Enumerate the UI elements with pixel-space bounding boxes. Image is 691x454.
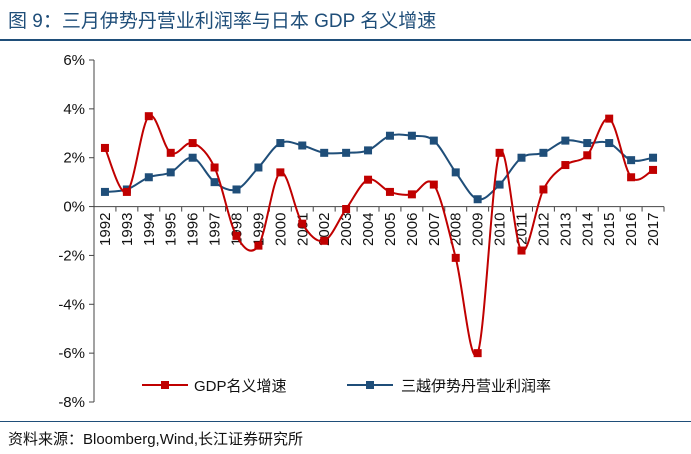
data-point-gdp — [122, 187, 131, 196]
x-tick-label: 2008 — [448, 213, 465, 246]
data-point-margin — [320, 148, 329, 157]
data-point-margin — [188, 153, 197, 162]
legend-label-gdp: GDP名义增速 — [194, 378, 287, 395]
data-point-gdp — [144, 112, 153, 121]
x-tick-label: 1995 — [163, 213, 180, 246]
x-tick-label: 2013 — [557, 213, 574, 246]
data-point-margin — [561, 136, 570, 145]
x-tick-label: 2012 — [535, 213, 552, 246]
x-tick-label: 2005 — [382, 213, 399, 246]
y-tick-label: 4% — [63, 101, 85, 118]
data-point-gdp — [649, 165, 658, 174]
data-point-margin — [627, 156, 636, 165]
chart-axes: 6% 4% 2% 0% -2% -4% -6% -8% 1992 1993 1994 1995 1996… — [58, 52, 665, 411]
data-point-margin — [276, 139, 285, 148]
data-point-margin — [583, 139, 592, 148]
data-point-margin — [100, 187, 109, 196]
x-tick-label: 1997 — [207, 213, 224, 246]
data-point-gdp — [495, 148, 504, 157]
data-point-gdp — [473, 349, 482, 358]
data-point-gdp — [100, 143, 109, 152]
data-point-margin — [517, 153, 526, 162]
data-point-gdp — [364, 175, 373, 184]
data-point-gdp — [583, 151, 592, 160]
data-point-gdp — [210, 163, 219, 172]
data-point-margin — [166, 168, 175, 177]
y-tick-label: 0% — [63, 199, 85, 216]
x-tick-label: 2009 — [470, 213, 487, 246]
x-tick-label: 1993 — [119, 213, 136, 246]
data-point-gdp — [539, 185, 548, 194]
x-tick-label: 2014 — [579, 213, 596, 246]
data-point-margin — [407, 131, 416, 140]
x-tick-label: 2010 — [492, 213, 509, 246]
source-note: 资料来源：Bloomberg,Wind,长江证券研究所 — [8, 431, 304, 448]
legend-label-margin: 三越伊势丹营业利润率 — [401, 378, 551, 395]
data-point-gdp — [407, 190, 416, 199]
x-tick-label: 2001 — [294, 213, 311, 246]
y-tick-label: -2% — [58, 247, 85, 264]
data-point-gdp — [561, 161, 570, 170]
x-tick-label: 2006 — [404, 213, 421, 246]
x-tick-label: 2004 — [360, 213, 377, 246]
data-point-margin — [342, 148, 351, 157]
x-tick-label: 2017 — [645, 213, 662, 246]
x-tick-label: 1992 — [97, 213, 114, 246]
data-point-gdp — [298, 219, 307, 228]
data-point-gdp — [232, 231, 241, 240]
data-point-gdp — [166, 148, 175, 157]
data-point-margin — [539, 148, 548, 157]
data-point-margin — [649, 153, 658, 162]
data-point-gdp — [188, 139, 197, 148]
data-point-margin — [429, 136, 438, 145]
data-point-gdp — [342, 205, 351, 214]
data-point-margin — [495, 180, 504, 189]
data-point-margin — [210, 178, 219, 187]
figure-title: 图 9：三月伊势丹营业利润率与日本 GDP 名义增速 — [8, 11, 437, 32]
x-tick-label: 1999 — [250, 213, 267, 246]
y-tick-label: -6% — [58, 345, 85, 362]
data-point-gdp — [517, 246, 526, 255]
data-point-margin — [385, 131, 394, 140]
x-tick-label: 2007 — [426, 213, 443, 246]
data-point-gdp — [429, 180, 438, 189]
chart-series — [100, 112, 658, 358]
data-point-gdp — [276, 168, 285, 177]
data-point-gdp — [320, 236, 329, 245]
data-point-gdp — [254, 241, 263, 250]
data-point-margin — [298, 141, 307, 150]
chart-legend: GDP名义增速 三越伊势丹营业利润率 — [142, 378, 551, 395]
data-point-margin — [451, 168, 460, 177]
y-tick-label: -8% — [58, 394, 85, 411]
data-point-gdp — [385, 187, 394, 196]
data-point-margin — [473, 195, 482, 204]
y-tick-label: 2% — [63, 150, 85, 167]
x-tick-label: 2015 — [601, 213, 618, 246]
title-divider — [0, 39, 691, 41]
x-tick-label: 1998 — [229, 213, 246, 246]
x-tick-label: 2003 — [338, 213, 355, 246]
legend-marker-gdp — [161, 381, 169, 389]
legend-marker-margin — [366, 381, 374, 389]
x-tick-label: 1994 — [141, 213, 158, 246]
data-point-margin — [605, 139, 614, 148]
y-tick-label: 6% — [63, 52, 85, 69]
data-point-margin — [364, 146, 373, 155]
data-point-gdp — [451, 253, 460, 262]
y-tick-label: -4% — [58, 296, 85, 313]
data-point-margin — [144, 173, 153, 182]
data-point-gdp — [605, 114, 614, 123]
x-tick-label: 1996 — [185, 213, 202, 246]
x-tick-label: 2000 — [272, 213, 289, 246]
source-divider — [0, 421, 691, 422]
data-point-margin — [232, 185, 241, 194]
data-point-margin — [254, 163, 263, 172]
data-point-gdp — [627, 173, 636, 182]
x-tick-label: 2016 — [623, 213, 640, 246]
